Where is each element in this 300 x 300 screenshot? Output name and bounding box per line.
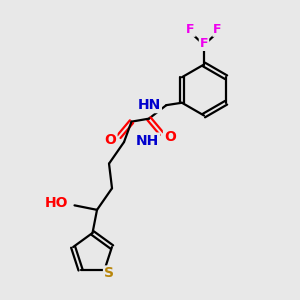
Text: O: O (164, 130, 176, 144)
Text: HN: HN (138, 98, 161, 112)
Text: NH: NH (136, 134, 159, 148)
Text: S: S (104, 266, 114, 280)
Text: O: O (105, 133, 116, 147)
Text: F: F (200, 37, 208, 50)
Text: F: F (213, 23, 222, 36)
Text: HO: HO (44, 196, 68, 210)
Text: F: F (186, 23, 195, 36)
